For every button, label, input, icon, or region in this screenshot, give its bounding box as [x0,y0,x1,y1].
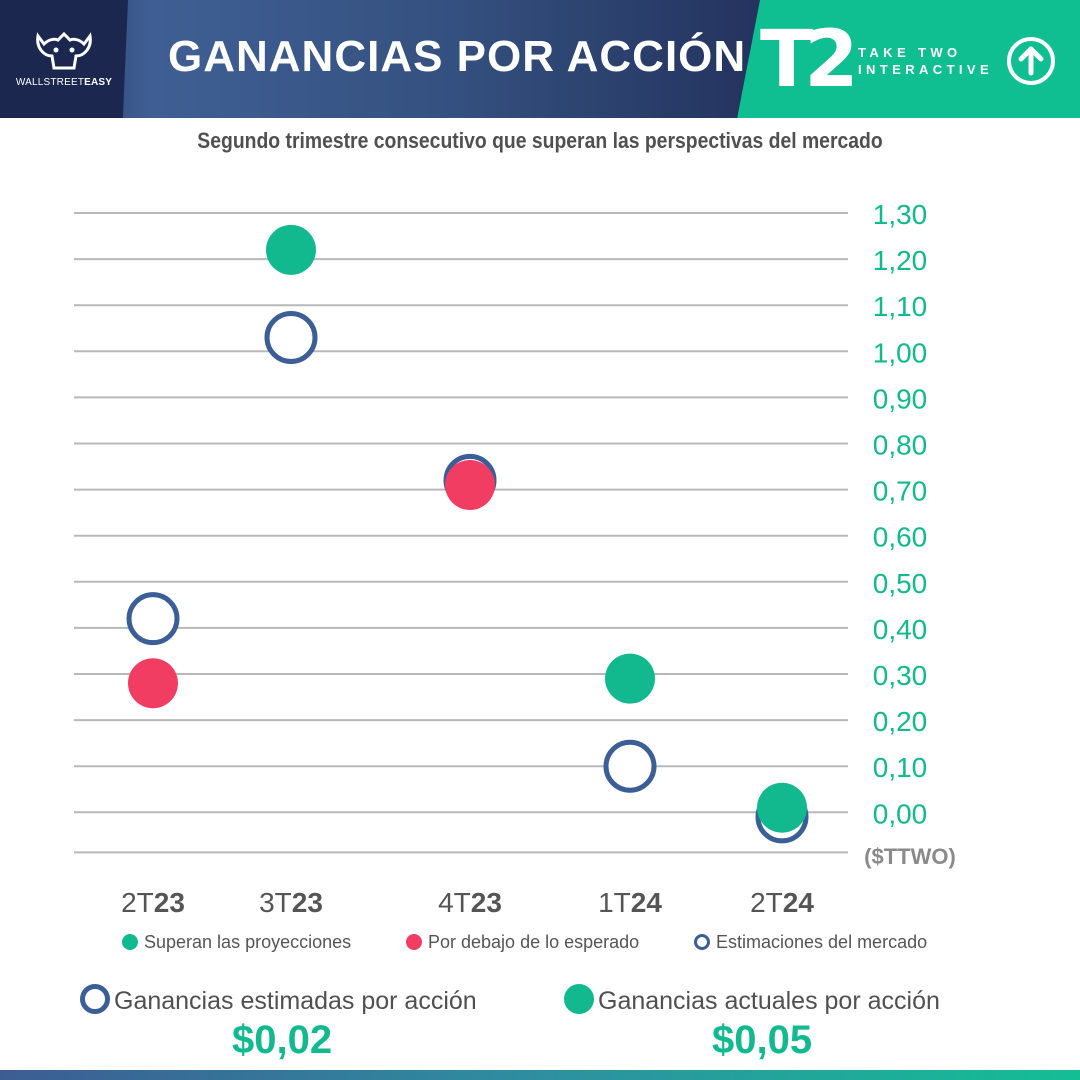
actual-point [605,653,655,704]
y-tick-label: 0,10 [873,752,928,783]
x-category-label: 3T23 [259,887,323,918]
y-tick-label: 1,00 [873,337,928,368]
x-category-label: 1T24 [598,887,662,918]
brand-logo: WALLSTREETEASY [0,0,128,118]
company-name-line2: INTERACTIVE [858,62,994,77]
grid-lines [74,212,848,854]
estimate-ring-icon [80,984,110,1014]
legend-item-miss: Por debajo de lo esperado [406,932,639,953]
x-category-label: 2T24 [750,887,814,918]
y-tick-label: 0,60 [873,522,928,553]
summary-estimated-value: $0,02 [232,1018,333,1062]
arrow-up-circle-icon [1007,37,1055,85]
x-axis-labels: 2T23 3T23 4T23 1T24 2T24 [121,887,814,918]
estimate-point [603,739,657,793]
summary-estimated-label: Ganancias estimadas por acción [80,984,477,1016]
y-axis-unit-label: ($TTWO) [864,844,956,869]
x-category-label: 2T23 [121,887,185,918]
data-points [126,224,809,844]
legend-miss-dot-icon [406,934,422,950]
y-tick-label: 1,30 [873,199,928,230]
x-category-label: 4T23 [438,887,502,918]
legend-estimate-ring-icon [694,934,710,950]
legend-miss-label: Por debajo de lo esperado [428,932,640,952]
company-logo-mark: T2 [760,15,859,105]
y-axis-ticks: 1,30 1,20 1,10 1,00 0,90 0,80 0,70 0,60 0,50 0,40… [873,199,928,829]
legend-beat-label: Superan las proyecciones [144,932,352,952]
y-tick-label: 0,80 [873,430,928,461]
actual-point [757,782,807,833]
estimate-point [126,592,180,646]
footer-bar [0,1070,1080,1080]
chart-subtitle: Segundo trimestre consecutivo que supera… [197,128,883,153]
actual-point [445,459,495,510]
brand-name: WALLSTREETEASY [0,77,128,88]
legend-item-estimate: Estimaciones del mercado [694,932,927,953]
actual-point [128,658,178,709]
legend-item-beat: Superan las proyecciones [122,932,351,953]
y-tick-label: 1,20 [873,245,928,276]
estimate-point [264,310,318,364]
y-tick-label: 0,70 [873,476,928,507]
bull-icon [36,31,92,70]
summary-actual-value: $0,05 [712,1018,813,1062]
page-title: GANANCIAS POR ACCIÓN [168,32,747,81]
company-name-line1: TAKE TWO [858,45,962,60]
summary-actual-text: Ganancias actuales por acción [598,987,940,1015]
brand-name-main: WALLSTREET [15,77,85,88]
y-tick-label: 0,20 [873,706,928,737]
actual-dot-icon [564,984,594,1014]
actual-point [266,224,316,275]
y-tick-label: 0,90 [873,383,928,414]
y-tick-label: 0,00 [873,798,928,829]
brand-name-bold: EASY [84,77,113,88]
legend-estimate-label: Estimaciones del mercado [716,932,928,952]
header: WALLSTREETEASY GANANCIAS POR ACCIÓN T2 T… [0,0,1080,118]
y-tick-label: 0,50 [873,568,928,599]
y-tick-label: 0,40 [873,614,928,645]
eps-scatter-chart: 1,30 1,20 1,10 1,00 0,90 0,80 0,70 0,60 0,50 0,40… [74,199,956,918]
legend-beat-dot-icon [122,934,138,950]
y-tick-label: 1,10 [873,291,928,322]
y-tick-label: 0,30 [873,660,928,691]
company-name: TAKE TWO INTERACTIVE [858,44,993,78]
summary-estimated-text: Ganancias estimadas por acción [114,987,477,1015]
summary-actual-label: Ganancias actuales por acción [564,984,940,1016]
